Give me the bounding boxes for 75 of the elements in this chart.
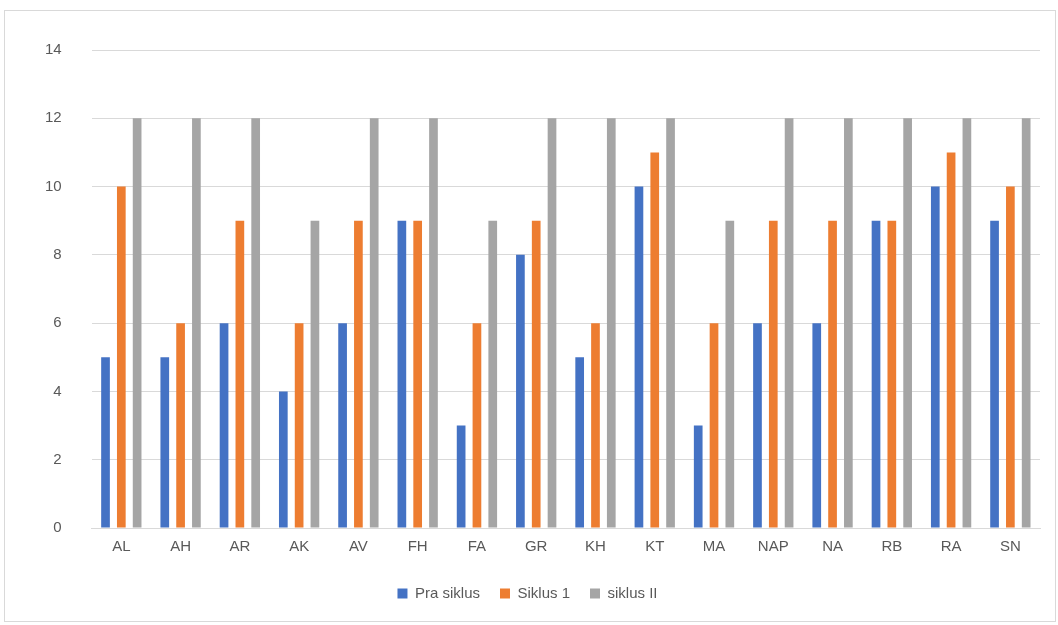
bar: [397, 220, 407, 528]
y-tick-label: 0: [53, 518, 62, 536]
bar: [784, 118, 794, 528]
bar: [990, 220, 999, 528]
y-tick-label: 4: [53, 381, 62, 399]
bar: [251, 118, 261, 528]
y-tick-label: 8: [53, 245, 62, 262]
legend-label: Siklus 1: [517, 583, 571, 601]
y-tick-label: 12: [45, 108, 62, 126]
bar: [903, 118, 912, 528]
x-tick-label: AV: [348, 537, 368, 555]
x-tick-label: RB: [881, 537, 903, 555]
bar: [516, 254, 525, 528]
y-tick-label: 10: [45, 176, 62, 194]
bar: [429, 118, 438, 528]
bar: [219, 323, 229, 528]
bar: [575, 357, 585, 528]
bar: [753, 323, 762, 528]
bar: [294, 323, 304, 528]
x-tick-label: SN: [999, 537, 1021, 555]
x-tick-label: AL: [112, 537, 131, 555]
y-tick-label: 2: [53, 449, 62, 467]
x-tick-label: KH: [585, 537, 606, 555]
bar: [116, 186, 126, 528]
bar: [844, 118, 853, 528]
bar: [472, 323, 482, 528]
bar: [634, 186, 644, 528]
bar: [1006, 186, 1015, 528]
bar: [606, 118, 616, 528]
bar: [369, 118, 379, 528]
bar: [650, 152, 660, 528]
bar: [887, 220, 897, 528]
bar: [693, 425, 703, 528]
bar: [354, 220, 363, 528]
bar: [666, 118, 675, 528]
bar: [160, 357, 170, 528]
bar: [591, 323, 600, 528]
bar: [235, 220, 245, 528]
x-tick-label: NA: [822, 537, 843, 555]
bar: [310, 220, 320, 528]
y-tick-label: 6: [53, 313, 62, 331]
bar: [946, 152, 956, 528]
x-tick-label: NAP: [757, 537, 789, 555]
y-tick-label: 14: [45, 40, 62, 58]
x-tick-label: RA: [940, 537, 962, 555]
bar: [278, 391, 288, 528]
bar: [338, 323, 347, 528]
x-tick-label: KT: [645, 537, 665, 555]
bar: [871, 220, 881, 528]
x-tick-label: AK: [289, 537, 310, 555]
bar: [192, 118, 201, 528]
bar: [456, 425, 466, 528]
bar: [176, 323, 185, 528]
bar: [709, 323, 719, 528]
x-tick-label: FH: [407, 537, 428, 555]
bar: [812, 323, 822, 528]
bar: [132, 118, 142, 528]
bar: [768, 220, 778, 528]
x-tick-label: AR: [229, 537, 251, 555]
x-tick-label: MA: [702, 537, 726, 555]
legend-label: siklus II: [607, 583, 658, 601]
bar: [962, 118, 972, 528]
x-tick-label: FA: [467, 537, 487, 555]
bar: [828, 220, 837, 528]
legend-label: Pra siklus: [414, 583, 481, 601]
bar: [1021, 118, 1031, 528]
bar: [413, 220, 423, 528]
bar: [930, 186, 940, 528]
bar: [101, 357, 110, 528]
bar: [547, 118, 557, 528]
bar: [725, 220, 735, 528]
bar: [488, 220, 498, 528]
bar: [531, 220, 541, 528]
x-tick-label: GR: [524, 537, 548, 555]
x-tick-label: AH: [170, 537, 192, 555]
